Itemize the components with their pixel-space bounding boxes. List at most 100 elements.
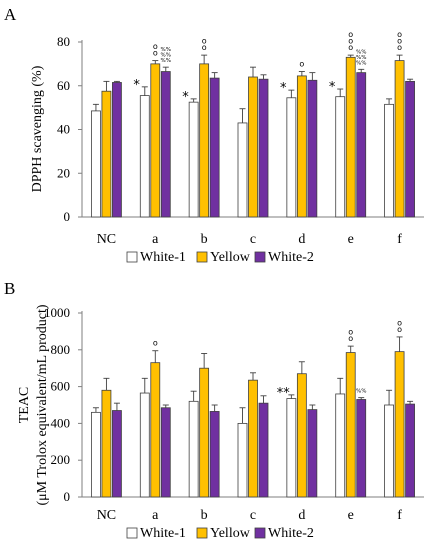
legend-swatch-white-2: [254, 527, 266, 539]
significance-mark: o: [397, 37, 402, 46]
significance-mark: o: [397, 43, 402, 52]
significance-mark: o: [153, 49, 158, 58]
significance-mark: *: [329, 80, 336, 95]
category-label: b: [201, 508, 208, 523]
significance-mark: o: [397, 318, 402, 327]
panel-letter-b: B: [4, 279, 15, 298]
legend-swatch-white-1: [126, 251, 138, 263]
category-label: f: [397, 232, 402, 247]
bar-white-1: [237, 422, 248, 498]
legend-swatch-yellow: [196, 251, 208, 263]
significance-mark: **: [277, 386, 291, 401]
bar-white-2: [356, 399, 367, 498]
legend-label: White-2: [268, 526, 314, 541]
bar-white-2: [160, 407, 171, 498]
significance-mark: o: [153, 339, 158, 348]
bar-yellow: [101, 90, 112, 218]
bar-white-1: [139, 95, 150, 218]
panel-letter-a: A: [4, 5, 17, 24]
bar-white-1: [286, 97, 297, 218]
panel-a: A DPPH scavenging (%) 0 20 40 60 80 NC a b c d e f *…: [4, 5, 424, 265]
bar-white-1: [91, 110, 101, 218]
significance-mark: %%: [356, 389, 366, 395]
y-tick-label: 800: [51, 342, 71, 357]
y-tick-label: 20: [57, 165, 70, 180]
legend-label: White-2: [268, 250, 314, 265]
y-tick-label: 1000: [44, 305, 70, 320]
significance-mark: *: [133, 78, 140, 93]
legend-label: White-1: [140, 250, 186, 265]
category-label: NC: [97, 232, 116, 247]
bar-white-2: [356, 72, 367, 218]
category-label: c: [250, 232, 256, 247]
significance-mark: o: [348, 334, 353, 343]
bar-white-2: [112, 82, 122, 218]
significance-mark: %%: [356, 49, 366, 55]
bar-yellow: [345, 352, 356, 498]
bar-white-2: [258, 402, 269, 498]
significance-mark: %%: [161, 58, 171, 64]
bar-white-1: [237, 122, 248, 218]
bar-white-2: [258, 78, 269, 218]
bar-yellow: [248, 379, 258, 498]
y-tick-label: 80: [57, 34, 70, 49]
bar-white-2: [307, 409, 318, 498]
bar-white-2: [112, 410, 122, 498]
bar-white-1: [139, 392, 150, 498]
significance-mark: o: [299, 60, 304, 69]
category-label: e: [348, 232, 354, 247]
bar-white-1: [286, 398, 297, 498]
y-tick-label: 0: [64, 489, 71, 504]
bar-yellow: [345, 56, 356, 218]
bar-white-1: [384, 103, 394, 218]
bar-yellow: [150, 63, 161, 218]
bar-white-2: [209, 77, 220, 218]
significance-mark: o: [153, 42, 158, 51]
legend-swatch-yellow: [196, 527, 208, 539]
category-label: c: [250, 508, 256, 523]
bar-white-2: [405, 403, 415, 498]
bar-white-1: [188, 101, 199, 218]
bar-white-2: [160, 71, 171, 218]
significance-mark: o: [348, 328, 353, 337]
significance-mark: *: [182, 90, 189, 105]
category-label: NC: [97, 508, 116, 523]
bar-yellow: [394, 60, 405, 218]
significance-mark: o: [397, 30, 402, 39]
bar-white-1: [384, 404, 394, 498]
bar-yellow: [150, 362, 161, 498]
bar-white-1: [335, 393, 346, 498]
bar-white-2: [405, 80, 415, 218]
category-label: a: [152, 232, 159, 247]
significance-mark: %%: [356, 55, 366, 61]
category-label: d: [298, 232, 305, 247]
significance-mark: o: [348, 30, 353, 39]
bar-white-2: [307, 79, 318, 218]
bar-white-1: [335, 96, 346, 218]
category-label: b: [201, 232, 208, 247]
y-tick-label: 200: [51, 452, 71, 467]
y-axis-label-b: TEAC: [17, 387, 32, 424]
bar-yellow: [296, 75, 307, 218]
y-tick-label: 600: [51, 379, 71, 394]
category-label: e: [348, 508, 354, 523]
legend-label: White-1: [140, 526, 186, 541]
bar-white-1: [91, 411, 101, 498]
legend-label: Yellow: [210, 526, 251, 541]
significance-mark: o: [348, 43, 353, 52]
y-axis-sublabel-b: (μM Trolox equivalent/mL product): [35, 304, 50, 505]
bar-yellow: [296, 373, 307, 498]
legend-swatch-white-1: [126, 527, 138, 539]
significance-mark: *: [280, 81, 287, 96]
significance-mark: o: [202, 37, 207, 46]
category-label: a: [152, 508, 159, 523]
y-axis-label-a: DPPH scavenging (%): [30, 65, 45, 192]
significance-mark: %%: [161, 47, 171, 53]
category-label: d: [298, 508, 305, 523]
y-tick-label: 60: [57, 78, 70, 93]
significance-mark: o: [202, 43, 207, 52]
panel-b: B TEAC (μM Trolox equivalent/mL product)…: [4, 279, 424, 541]
bar-white-2: [209, 411, 220, 498]
bar-yellow: [199, 367, 210, 498]
